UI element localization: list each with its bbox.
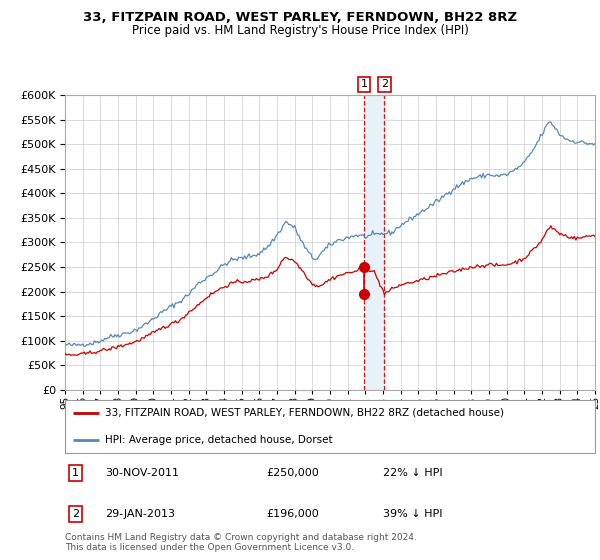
- Text: 2: 2: [72, 509, 79, 519]
- Text: 33, FITZPAIN ROAD, WEST PARLEY, FERNDOWN, BH22 8RZ: 33, FITZPAIN ROAD, WEST PARLEY, FERNDOWN…: [83, 11, 517, 24]
- Text: HPI: Average price, detached house, Dorset: HPI: Average price, detached house, Dors…: [105, 435, 332, 445]
- Bar: [364, 95, 385, 390]
- Text: 30-NOV-2011: 30-NOV-2011: [105, 468, 179, 478]
- Text: 22% ↓ HPI: 22% ↓ HPI: [383, 468, 443, 478]
- Text: 39% ↓ HPI: 39% ↓ HPI: [383, 509, 443, 519]
- Text: 29-JAN-2013: 29-JAN-2013: [105, 509, 175, 519]
- Text: 2: 2: [381, 80, 388, 90]
- Text: 1: 1: [361, 80, 367, 90]
- Text: 33, FITZPAIN ROAD, WEST PARLEY, FERNDOWN, BH22 8RZ (detached house): 33, FITZPAIN ROAD, WEST PARLEY, FERNDOWN…: [105, 408, 504, 418]
- Text: £250,000: £250,000: [266, 468, 319, 478]
- Text: Price paid vs. HM Land Registry's House Price Index (HPI): Price paid vs. HM Land Registry's House …: [131, 24, 469, 36]
- Text: Contains HM Land Registry data © Crown copyright and database right 2024.
This d: Contains HM Land Registry data © Crown c…: [65, 533, 417, 552]
- Text: 1: 1: [72, 468, 79, 478]
- Text: £196,000: £196,000: [266, 509, 319, 519]
